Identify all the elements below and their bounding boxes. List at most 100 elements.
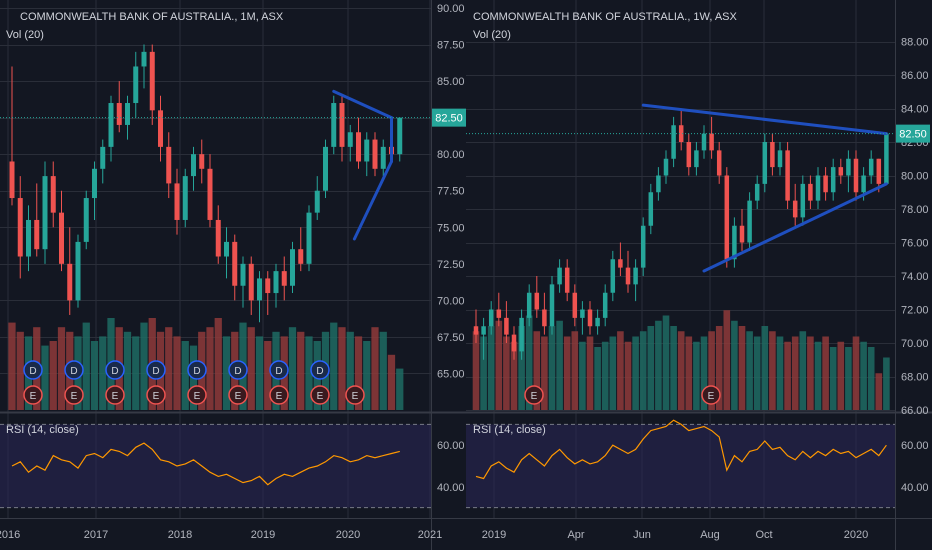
weekly-candle (496, 309, 502, 318)
monthly-chart-svg[interactable]: D E D E D E D E D E D E D E D E E 90.00 87.50 85.00 82.50 80.… (0, 0, 466, 550)
monthly-event-label: E (352, 391, 359, 402)
monthly-volume-bar (132, 336, 140, 410)
monthly-event-label: E (194, 391, 201, 402)
monthly-event-label: D (316, 366, 323, 377)
monthly-price-tick: 77.50 (437, 186, 465, 198)
weekly-volume-bar (829, 347, 837, 410)
monthly-candle (298, 249, 304, 264)
weekly-candle (549, 284, 555, 327)
monthly-price-tick: 72.50 (437, 259, 465, 271)
weekly-candle (625, 267, 631, 285)
weekly-candle (762, 142, 768, 184)
monthly-volume-bar (181, 341, 189, 410)
monthly-earnings-marker (23, 385, 43, 405)
monthly-price-tick: 80.00 (437, 149, 465, 161)
monthly-candle (380, 146, 386, 169)
monthly-earnings-marker (228, 385, 248, 405)
monthly-last-price-badge (432, 108, 466, 127)
weekly-price-tick: 66.00 (901, 405, 929, 417)
weekly-volume-bar (480, 336, 487, 410)
weekly-chart-svg[interactable]: E E88.0086.0084.0082.0080.0078.0076.0074.… (466, 0, 932, 550)
weekly-volume-bar (791, 336, 799, 410)
monthly-volume-bar (41, 345, 49, 410)
monthly-event-label: D (111, 366, 118, 377)
weekly-candle (846, 158, 851, 176)
weekly-candle (830, 167, 836, 193)
weekly-last-price-text: 82.50 (899, 129, 927, 141)
weekly-volume-bar (510, 341, 518, 410)
weekly-price-tick: 80.00 (901, 171, 929, 183)
weekly-candle (868, 158, 874, 176)
weekly-candle (716, 150, 722, 176)
weekly-time-tick: Apr (567, 529, 584, 541)
monthly-volume-bar (379, 331, 387, 410)
weekly-candle (853, 158, 859, 193)
weekly-volume-bar (693, 341, 700, 410)
weekly-volume-bar (533, 331, 541, 410)
monthly-candle (273, 271, 279, 294)
weekly-candle (648, 192, 654, 226)
weekly-candle (724, 175, 730, 260)
monthly-candle (339, 103, 345, 147)
monthly-candle (397, 117, 403, 155)
monthly-candle (141, 51, 147, 67)
weekly-candle (876, 158, 882, 184)
weekly-candle (595, 317, 600, 327)
monthly-candle (232, 241, 238, 286)
weekly-volume-bar (731, 320, 738, 410)
weekly-price-tick: 76.00 (901, 238, 929, 250)
weekly-volume-bar (761, 326, 769, 410)
monthly-candle (191, 154, 196, 177)
weekly-price-tick: 78.00 (901, 204, 929, 216)
weekly-volume-bar (586, 336, 594, 410)
monthly-event-label: E (235, 391, 242, 402)
weekly-volume-bar (594, 347, 601, 410)
weekly-volume-bar (601, 341, 609, 410)
weekly-price-tick: 74.00 (901, 271, 929, 283)
weekly-rsi-line (475, 419, 887, 480)
monthly-candle (67, 263, 73, 301)
monthly-candle (166, 146, 172, 184)
weekly-volume-bar (845, 347, 852, 410)
monthly-volume-bar (165, 327, 173, 410)
monthly-candle (356, 132, 361, 162)
monthly-last-price-text: 82.50 (435, 113, 463, 125)
monthly-candle (265, 278, 271, 294)
weekly-time-tick: Oct (755, 529, 772, 541)
monthly-event-label: E (71, 391, 78, 402)
monthly-earnings-marker (345, 385, 365, 405)
monthly-volume-label: Vol (20) (6, 29, 44, 41)
monthly-dividend-marker (187, 360, 207, 380)
monthly-volume-bar (123, 331, 132, 410)
monthly-volume-bar (264, 341, 272, 410)
weekly-chart-panel[interactable]: E E 88.00 86.00 84.00 82.00 80.00 78.00 76.00 74.… (466, 0, 932, 550)
weekly-volume-label: Vol (20) (473, 29, 511, 41)
weekly-candle (739, 225, 745, 243)
weekly-volume-bar (822, 336, 829, 410)
monthly-volume-bar (49, 341, 57, 410)
monthly-candle (42, 176, 48, 250)
monthly-event-label: E (153, 391, 160, 402)
monthly-candle (248, 263, 254, 301)
monthly-chart-panel[interactable]: D E D E D E D E D E D E D E D E E 90.00 87.50 85.00 82.50 80.… (0, 0, 466, 550)
weekly-volume-bar (784, 341, 791, 410)
monthly-price-tick: 90.00 (437, 3, 465, 15)
monthly-event-label: D (193, 366, 200, 377)
weekly-volume-bar (867, 347, 875, 410)
monthly-candle (240, 263, 246, 286)
weekly-candle (633, 267, 638, 285)
weekly-volume-bar (860, 341, 867, 410)
weekly-candle (747, 200, 752, 243)
monthly-candle (323, 146, 328, 191)
weekly-candle (671, 125, 676, 159)
weekly-volume-bar (753, 336, 761, 410)
monthly-event-label: E (112, 391, 119, 402)
weekly-candle (792, 200, 798, 218)
monthly-volume-bar (90, 341, 99, 410)
weekly-chart-title: COMMONWEALTH BANK OF AUSTRALIA., 1W, ASX (473, 11, 737, 23)
monthly-time-tick: 2016 (0, 529, 20, 541)
monthly-time-tick: 2018 (168, 529, 192, 541)
monthly-price-tick: 67.50 (437, 332, 465, 344)
weekly-rsi-tick: 40.00 (901, 482, 929, 494)
